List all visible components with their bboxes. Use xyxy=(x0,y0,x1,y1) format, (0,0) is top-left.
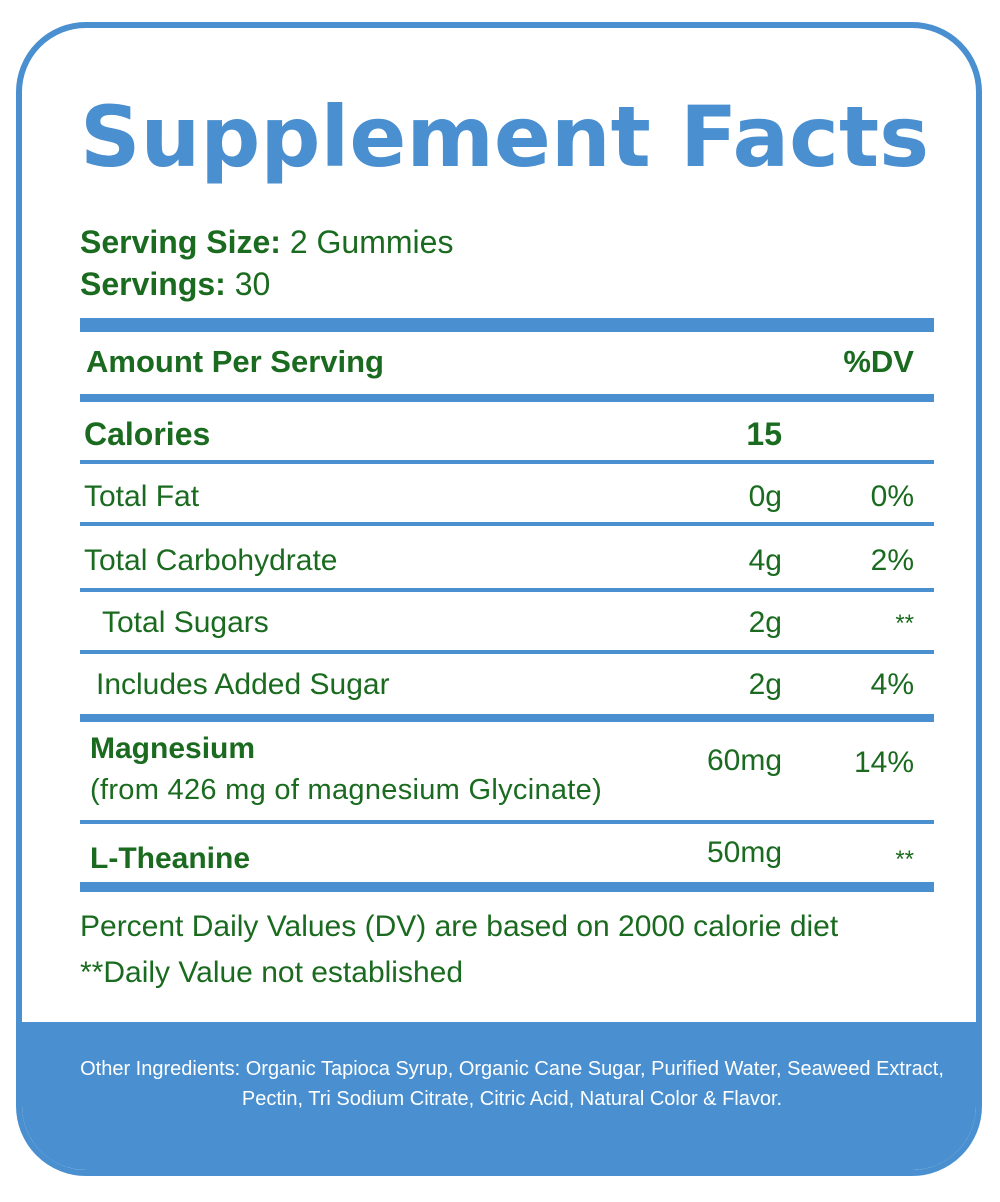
nutrient-amount-total-fat: 0g xyxy=(748,480,782,513)
nutrient-dv-l-theanine: ** xyxy=(895,846,914,873)
nutrient-amount-l-theanine: 50mg xyxy=(706,836,782,869)
nutrient-amount-total-sugars: 2g xyxy=(748,606,782,639)
not-established-footnote: **Daily Value not established xyxy=(80,956,464,989)
divider-top xyxy=(80,318,934,332)
dv-footnote: Percent Daily Values (DV) are based on 2… xyxy=(80,910,839,943)
nutrient-amount-total-carbohydrate: 4g xyxy=(748,544,782,577)
nutrient-name-added-sugar: Includes Added Sugar xyxy=(96,668,390,701)
nutrient-dv-magnesium: 14% xyxy=(853,746,914,779)
divider-section xyxy=(80,714,934,722)
serving-size: Serving Size: 2 Gummies xyxy=(80,224,453,261)
nutrient-name-l-theanine: L-Theanine xyxy=(90,842,251,875)
nutrient-dv-total-carbohydrate: 2% xyxy=(870,544,914,577)
other-ingredients-text: Other Ingredients: Organic Tapioca Syrup… xyxy=(80,1058,944,1110)
divider-row xyxy=(80,522,934,526)
divider-row xyxy=(80,820,934,824)
divider-row xyxy=(80,650,934,654)
servings-value: 30 xyxy=(234,266,271,302)
nutrient-name-total-carbohydrate: Total Carbohydrate xyxy=(84,544,338,577)
nutrient-amount-calories: 15 xyxy=(746,416,782,452)
serving-size-value: 2 Gummies xyxy=(289,224,454,260)
nutrient-name-total-sugars: Total Sugars xyxy=(102,606,269,639)
servings-label: Servings: xyxy=(80,266,226,302)
nutrient-name-total-fat: Total Fat xyxy=(84,480,200,513)
nutrient-amount-added-sugar: 2g xyxy=(748,668,782,701)
nutrient-dv-total-fat: 0% xyxy=(870,480,914,513)
amount-per-serving-header: Amount Per Serving xyxy=(86,344,384,379)
other-ingredients-band: Other Ingredients: Organic Tapioca Syrup… xyxy=(22,1022,976,1170)
servings-per-container: Servings: 30 xyxy=(80,266,270,303)
divider-bottom xyxy=(80,882,934,892)
dv-header: %DV xyxy=(843,344,914,379)
supplement-facts-label: Supplement Facts Serving Size: 2 Gummies… xyxy=(16,22,982,1176)
nutrient-name-magnesium: Magnesium xyxy=(90,732,256,765)
nutrient-amount-magnesium: 60mg xyxy=(706,744,782,777)
label-title: Supplement Facts xyxy=(80,88,930,186)
serving-size-label: Serving Size: xyxy=(80,224,281,260)
divider-header xyxy=(80,394,934,402)
nutrient-name-calories: Calories xyxy=(84,416,211,452)
nutrient-source-magnesium: (from 426 mg of magnesium Glycinate) xyxy=(90,774,603,806)
divider-row xyxy=(80,460,934,464)
divider-row xyxy=(80,588,934,592)
nutrient-dv-total-sugars: ** xyxy=(895,610,914,637)
nutrient-dv-added-sugar: 4% xyxy=(870,668,914,701)
